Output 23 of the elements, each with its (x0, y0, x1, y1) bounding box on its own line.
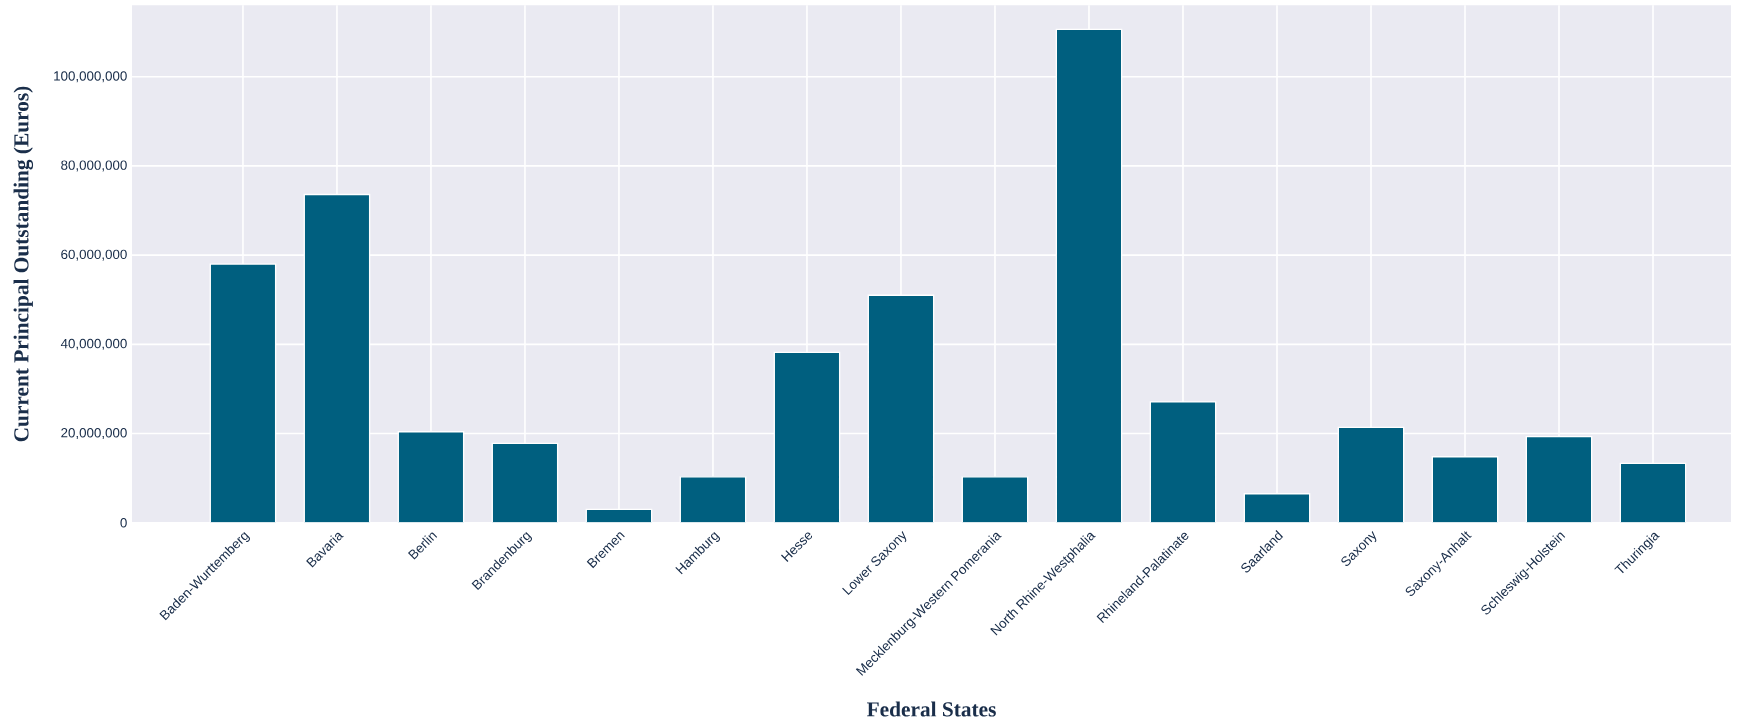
bar (1243, 493, 1311, 523)
y-tick-label: 40,000,000 (60, 338, 127, 350)
y-tick-label: 60,000,000 (61, 249, 127, 261)
bar (961, 476, 1029, 523)
x-axis-title: Federal States (867, 701, 996, 717)
y-tick-label: 20,000,000 (61, 428, 127, 440)
bar (1055, 28, 1123, 523)
bar (209, 263, 277, 523)
bar (1619, 462, 1687, 523)
y-tick-label: 0 (120, 518, 127, 528)
bar (397, 431, 465, 523)
bar (1149, 401, 1217, 523)
bar (1337, 426, 1405, 523)
bar (491, 442, 559, 523)
bar (303, 193, 371, 523)
bar (1431, 456, 1499, 523)
y-tick-label: 80,000,000 (61, 160, 127, 172)
bar (867, 294, 935, 523)
y-axis-title: Current Principal Outstanding (Euros) (13, 86, 34, 442)
y-tick-label: 100,000,000 (54, 71, 127, 83)
bar (1525, 436, 1593, 523)
bar (679, 476, 747, 523)
bar (773, 351, 841, 523)
